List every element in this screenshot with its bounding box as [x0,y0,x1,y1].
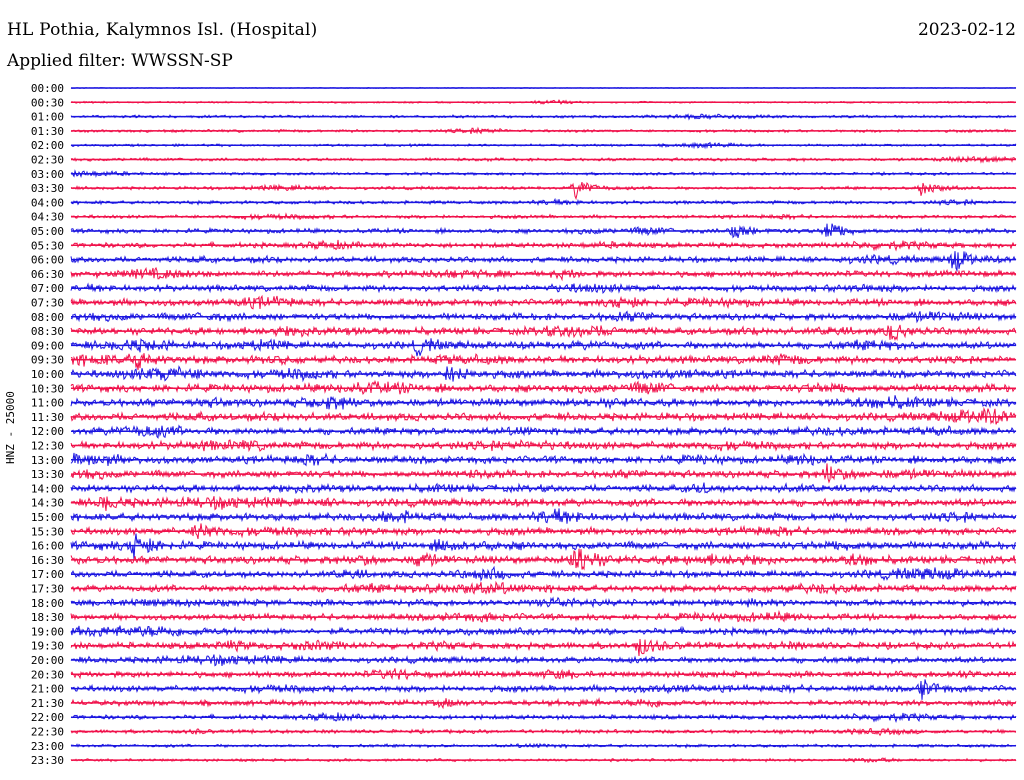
trace-row [70,679,1017,700]
row-time-label: 21:00 [31,683,64,696]
trace-row [70,338,1017,357]
row-time-label: 14:30 [31,497,64,510]
trace-row [70,580,1017,596]
row-time-label: 00:30 [31,96,64,109]
row-time-label: 06:00 [31,254,64,267]
row-time-label: 13:00 [31,454,64,467]
row-time-label: 16:00 [31,540,64,553]
filter-label: Applied filter: WWSSN-SP [7,51,233,71]
trace-row [70,533,1017,560]
row-time-label: 07:30 [31,297,64,310]
row-time-label: 10:30 [31,382,64,395]
row-time-label: 11:30 [31,411,64,424]
row-time-label: 09:00 [31,339,64,352]
row-time-label: 23:00 [31,740,64,753]
trace-row [70,395,1017,410]
row-time-label: 16:30 [31,554,64,567]
trace-row [70,324,1017,342]
trace-row [70,251,1017,272]
row-time-label: 08:00 [31,311,64,324]
trace-row [70,609,1017,623]
row-time-label: 02:00 [31,139,64,152]
row-time-label: 17:00 [31,568,64,581]
row-time-label: 12:00 [31,425,64,438]
row-time-label: 05:30 [31,239,64,252]
row-time-label: 04:00 [31,196,64,209]
row-time-label: 03:00 [31,168,64,181]
row-time-label: 02:30 [31,154,64,167]
trace-row [70,353,1017,371]
row-time-label: 19:30 [31,640,64,653]
row-time-label: 12:30 [31,440,64,453]
row-time-label: 19:00 [31,625,64,638]
row-time-label: 22:00 [31,711,64,724]
row-time-label: 10:00 [31,368,64,381]
trace-row [70,495,1017,511]
row-time-label: 04:30 [31,211,64,224]
row-time-label: 00:00 [31,82,64,95]
row-time-label: 05:00 [31,225,64,238]
row-time-label: 11:00 [31,397,64,410]
date-label: 2023-02-12 [917,20,1016,40]
row-time-label: 23:30 [31,754,64,767]
row-time-label: 01:00 [31,111,64,124]
row-time-label: 13:30 [31,468,64,481]
row-time-label: 15:30 [31,525,64,538]
station-title: HL Pothia, Kalymnos Isl. (Hospital) [7,20,318,40]
row-time-label: 08:30 [31,325,64,338]
row-time-label: 15:00 [31,511,64,524]
row-time-label: 09:30 [31,354,64,367]
trace-row [70,463,1017,484]
trace-row [71,424,1017,439]
row-time-label: 14:00 [31,482,64,495]
row-time-label: 17:30 [31,583,64,596]
row-time-label: 07:00 [31,282,64,295]
row-time-label: 18:30 [31,611,64,624]
row-time-label: 22:30 [31,726,64,739]
trace-row [70,438,1017,453]
row-time-label: 06:30 [31,268,64,281]
trace-row [70,638,1017,657]
trace-row [70,508,1017,524]
row-time-label: 01:30 [31,125,64,138]
row-time-label: 20:30 [31,668,64,681]
trace-row [70,181,1017,201]
row-time-label: 20:00 [31,654,64,667]
row-time-label: 21:30 [31,697,64,710]
row-time-label: 03:30 [31,182,64,195]
row-time-label: 18:00 [31,597,64,610]
